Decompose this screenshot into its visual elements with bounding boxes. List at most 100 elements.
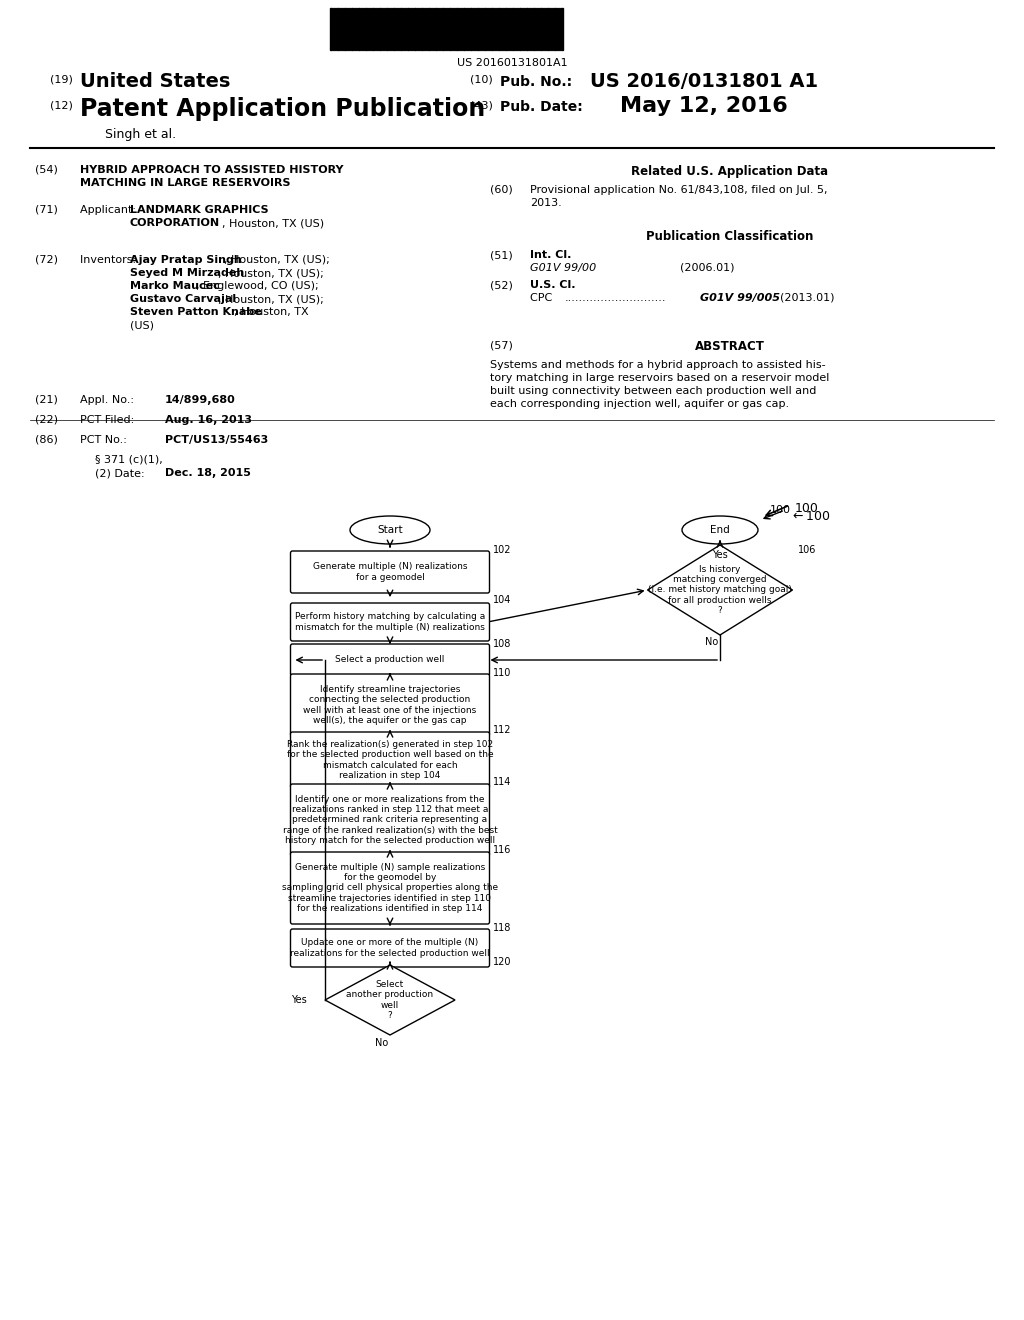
Ellipse shape [350,516,430,544]
Text: Perform history matching by calculating a
mismatch for the multiple (N) realizat: Perform history matching by calculating … [295,612,485,632]
Text: , Houston, TX (US);: , Houston, TX (US); [223,255,330,265]
FancyBboxPatch shape [291,603,489,642]
Text: G01V 99/00: G01V 99/00 [530,263,596,273]
Text: (12): (12) [50,100,73,110]
Text: , Englewood, CO (US);: , Englewood, CO (US); [196,281,318,290]
Bar [351,8,352,50]
Bar [554,8,555,50]
Bar [526,8,527,50]
Text: ABSTRACT: ABSTRACT [695,341,765,352]
Text: , Houston, TX: , Houston, TX [234,308,309,317]
Text: HYBRID APPROACH TO ASSISTED HISTORY: HYBRID APPROACH TO ASSISTED HISTORY [80,165,343,176]
FancyBboxPatch shape [291,550,489,593]
Text: United States: United States [80,73,230,91]
Bar [344,8,345,50]
Text: Gustavo Carvajal: Gustavo Carvajal [130,294,237,304]
Bar [484,8,485,50]
Bar [477,8,478,50]
Bar [421,8,423,50]
Text: CPC: CPC [530,293,556,304]
Text: PCT No.:: PCT No.: [80,436,127,445]
Bar [561,8,562,50]
Text: (19): (19) [50,75,73,84]
Text: Applicant:: Applicant: [80,205,139,215]
Bar [365,8,367,50]
Bar [470,8,471,50]
Ellipse shape [682,516,758,544]
Bar [330,8,332,50]
Text: 110: 110 [493,668,511,678]
Bar [386,8,387,50]
Text: 100: 100 [795,502,819,515]
Text: 120: 120 [493,957,511,968]
Text: (86): (86) [35,436,58,445]
FancyBboxPatch shape [291,644,489,676]
Text: 114: 114 [493,777,511,787]
Text: 108: 108 [493,639,511,649]
Text: § 371 (c)(1),: § 371 (c)(1), [95,455,163,465]
Text: (10): (10) [470,75,493,84]
Text: built using connectivity between each production well and: built using connectivity between each pr… [490,385,816,396]
Text: Generate multiple (N) realizations
for a geomodel: Generate multiple (N) realizations for a… [312,562,467,582]
Text: Patent Application Publication: Patent Application Publication [80,96,485,121]
Text: Singh et al.: Singh et al. [105,128,176,141]
Text: PCT/US13/55463: PCT/US13/55463 [165,436,268,445]
Text: 112: 112 [493,725,511,735]
Text: G01V 99/005: G01V 99/005 [700,293,780,304]
Text: (72): (72) [35,255,58,265]
Bar [337,8,339,50]
Text: tory matching in large reservoirs based on a reservoir model: tory matching in large reservoirs based … [490,374,829,383]
Bar [547,8,549,50]
Bar [400,8,401,50]
Text: Marko Maucec: Marko Maucec [130,281,220,290]
Bar [379,8,381,50]
Text: ............................: ............................ [565,293,667,304]
Polygon shape [325,965,455,1035]
Text: , Houston, TX (US);: , Houston, TX (US); [218,268,324,279]
Text: Yes: Yes [712,550,728,560]
Text: Appl. No.:: Appl. No.: [80,395,134,405]
Bar [358,8,359,50]
Text: PCT Filed:: PCT Filed: [80,414,134,425]
Bar [490,8,493,50]
Text: Provisional application No. 61/843,108, filed on Jul. 5,: Provisional application No. 61/843,108, … [530,185,827,195]
Text: Rank the realization(s) generated in step 102
for the selected production well b: Rank the realization(s) generated in ste… [287,741,494,780]
Text: each corresponding injection well, aquifer or gas cap.: each corresponding injection well, aquif… [490,399,790,409]
Text: Start: Start [377,525,402,535]
Text: Inventors:: Inventors: [80,255,139,265]
Text: 102: 102 [493,545,511,554]
Text: 100: 100 [770,506,791,515]
Bar [428,8,429,50]
Bar [534,8,535,50]
Text: Publication Classification: Publication Classification [646,230,814,243]
Text: , Houston, TX (US);: , Houston, TX (US); [218,294,324,304]
Text: (2006.01): (2006.01) [680,263,734,273]
Text: (21): (21) [35,395,58,405]
Bar [393,8,394,50]
Text: Pub. Date:: Pub. Date: [500,100,583,114]
Text: Ajay Pratap Singh: Ajay Pratap Singh [130,255,242,265]
Bar [414,8,416,50]
Text: US 2016/0131801 A1: US 2016/0131801 A1 [590,73,818,91]
Text: Int. Cl.: Int. Cl. [530,249,571,260]
Text: Generate multiple (N) sample realizations
for the geomodel by
sampling grid cell: Generate multiple (N) sample realization… [282,863,498,913]
Text: 14/899,680: 14/899,680 [165,395,236,405]
Text: End: End [710,525,730,535]
FancyBboxPatch shape [291,733,489,788]
Text: Steven Patton Knabe: Steven Patton Knabe [130,308,262,317]
Text: Identify streamline trajectories
connecting the selected production
well with at: Identify streamline trajectories connect… [303,685,476,725]
Text: (51): (51) [490,249,513,260]
Text: 116: 116 [493,845,511,855]
Text: (60): (60) [490,185,513,195]
Text: Aug. 16, 2013: Aug. 16, 2013 [165,414,252,425]
Text: (52): (52) [490,280,513,290]
Text: Pub. No.:: Pub. No.: [500,75,572,88]
Text: , Houston, TX (US): , Houston, TX (US) [222,218,325,228]
Text: Select a production well: Select a production well [335,656,444,664]
Text: (43): (43) [470,100,493,110]
Text: 104: 104 [493,595,511,605]
FancyBboxPatch shape [291,929,489,968]
Text: (2013.01): (2013.01) [780,293,835,304]
Bar [372,8,374,50]
Text: Identify one or more realizations from the
realizations ranked in step 112 that : Identify one or more realizations from t… [283,795,498,845]
